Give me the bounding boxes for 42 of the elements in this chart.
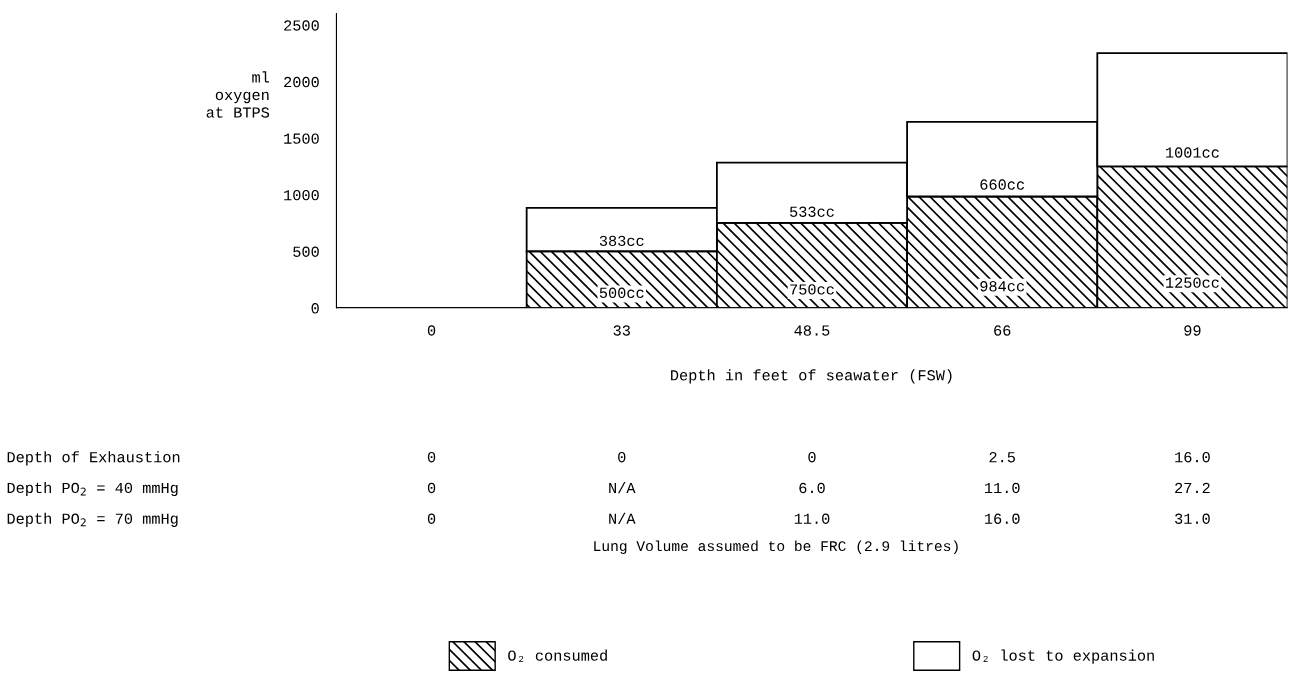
y-tick-label: 500 <box>293 246 319 257</box>
y-tick-label: 0 <box>311 303 319 314</box>
text: Depth PO$_{2}$ = 40 mmHg <box>7 481 178 497</box>
x-tick-label: 0 <box>427 325 436 336</box>
data-label: 750cc <box>790 284 834 295</box>
data-label: 660cc <box>980 179 1025 190</box>
y-tick-label: 1500 <box>284 133 319 144</box>
text: 2.5 <box>989 452 1015 463</box>
x-tick-label: 99 <box>1184 325 1201 336</box>
x-tick-label: 33 <box>613 325 630 336</box>
text: 0 <box>427 513 436 524</box>
text: 16.0 <box>984 513 1020 524</box>
x-tick-label: 66 <box>994 325 1011 336</box>
text: 11.0 <box>984 482 1020 494</box>
text: Depth PO$_{2}$ = 70 mmHg <box>7 512 178 527</box>
text: Depth of Exhaustion <box>7 451 180 466</box>
data-label: 1001cc <box>1166 147 1219 158</box>
text: Lung Volume assumed to be FRC (2.9 litres) <box>594 540 958 554</box>
text: 0 <box>427 482 436 494</box>
data-label: 500cc <box>599 287 644 298</box>
text: 11.0 <box>794 513 830 524</box>
text: N/A <box>609 512 636 524</box>
legend-label: O₂ lost to expansion <box>972 649 1154 664</box>
y-tick-label: 2000 <box>284 76 319 88</box>
x-axis-title: Depth in feet of seawater (FSW) <box>671 369 952 384</box>
x-tick-label: 48.5 <box>794 325 830 336</box>
data-label: 984cc <box>980 281 1025 292</box>
y-tick-label: 2500 <box>284 20 319 31</box>
data-label: 533cc <box>790 206 834 217</box>
text: 31.0 <box>1175 513 1210 524</box>
text: 0 <box>618 452 626 463</box>
data-label: 1250cc <box>1166 277 1219 288</box>
text: 0 <box>808 452 816 463</box>
text: N/A <box>609 481 636 494</box>
data-label: 383cc <box>599 235 644 247</box>
text: 27.2 <box>1175 482 1210 494</box>
y-axis-title: ml oxygen at BTPS <box>206 71 270 118</box>
text: 6.0 <box>799 482 825 494</box>
legend-label: O₂ consumed <box>508 649 607 663</box>
text: 16.0 <box>1175 452 1210 463</box>
text: 0 <box>427 452 436 463</box>
y-tick-label: 1000 <box>284 189 319 201</box>
